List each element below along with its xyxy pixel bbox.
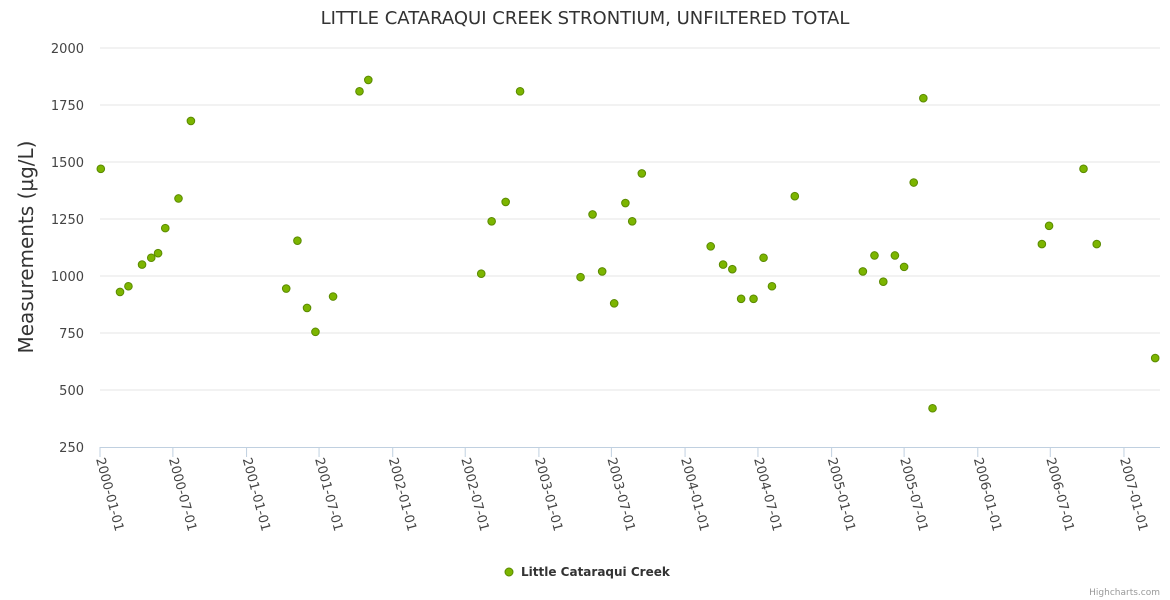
data-point[interactable] (115, 287, 125, 297)
data-point[interactable] (124, 281, 133, 291)
data-point[interactable] (588, 210, 597, 219)
y-tick-label: 1000 (51, 270, 84, 285)
data-point[interactable] (767, 281, 777, 291)
data-point[interactable] (637, 169, 647, 178)
data-point[interactable] (153, 248, 163, 258)
data-point[interactable] (1150, 353, 1160, 363)
data-point[interactable] (515, 87, 525, 96)
x-tick-label: 2004-01-01 (677, 456, 711, 533)
data-point[interactable] (302, 303, 312, 313)
data-point[interactable] (576, 272, 585, 282)
data-point[interactable] (355, 87, 364, 96)
x-tick-label: 2007-01-01 (1116, 456, 1150, 533)
data-point[interactable] (728, 264, 737, 274)
x-tick-label: 2006-07-01 (1042, 456, 1076, 533)
data-point[interactable] (928, 403, 937, 413)
data-point[interactable] (1092, 239, 1102, 249)
data-point[interactable] (1037, 239, 1047, 249)
x-tick-label: 2000-07-01 (165, 456, 199, 533)
x-tick-label: 2002-07-01 (457, 456, 491, 533)
y-tick-label: 1750 (51, 99, 84, 114)
legend-label[interactable]: Little Cataraqui Creek (521, 565, 671, 579)
data-point[interactable] (1079, 164, 1088, 174)
legend[interactable]: Little Cataraqui Creek (504, 565, 671, 579)
data-point[interactable] (487, 216, 496, 226)
data-point[interactable] (858, 267, 868, 276)
data-point[interactable] (909, 178, 919, 187)
x-tick-label: 2003-07-01 (604, 456, 638, 533)
data-point[interactable] (174, 194, 183, 203)
data-point[interactable] (328, 292, 338, 301)
data-point[interactable] (476, 269, 486, 279)
grid-lines (100, 47, 1160, 391)
x-tick-label: 2001-07-01 (311, 456, 345, 533)
data-point[interactable] (597, 267, 607, 276)
data-points[interactable] (96, 75, 1160, 413)
credits-link[interactable]: Highcharts.com (1089, 588, 1160, 598)
data-point[interactable] (878, 277, 888, 287)
data-point[interactable] (919, 93, 928, 103)
data-point[interactable] (718, 260, 728, 269)
legend-marker (504, 567, 514, 577)
y-axis-label: Measurements (µg/L) (14, 141, 38, 354)
data-point[interactable] (609, 299, 619, 308)
chart-title: LITTLE CATARAQUI CREEK STRONTIUM, UNFILT… (321, 8, 850, 29)
data-point[interactable] (749, 294, 758, 304)
x-tick-label: 2003-01-01 (531, 456, 565, 533)
y-tick-label: 2000 (51, 42, 84, 57)
x-axis-ticks: 2000-01-01 2000-07-01 2001-01-01 2001-07-01… (92, 447, 1150, 533)
data-point[interactable] (706, 242, 715, 251)
x-tick-label: 2006-01-01 (970, 456, 1004, 533)
data-point[interactable] (870, 251, 879, 260)
y-axis-ticks: 250 500 750 1000 1250 1500 1750 2000 (51, 42, 84, 456)
x-tick-label: 2005-07-01 (896, 456, 930, 533)
y-tick-label: 500 (59, 384, 84, 399)
data-point[interactable] (160, 223, 170, 233)
data-point[interactable] (890, 251, 900, 260)
data-point[interactable] (736, 294, 746, 304)
data-point[interactable] (627, 216, 637, 226)
y-tick-label: 250 (59, 441, 84, 456)
data-point[interactable] (311, 327, 320, 337)
data-point[interactable] (899, 262, 909, 272)
data-point[interactable] (364, 75, 373, 85)
x-tick-label: 2000-01-01 (92, 456, 126, 533)
data-point[interactable] (96, 164, 106, 174)
y-tick-label: 1250 (51, 213, 84, 228)
data-point[interactable] (790, 191, 800, 201)
data-point[interactable] (759, 253, 768, 263)
data-point[interactable] (621, 198, 630, 208)
x-tick-label: 2005-01-01 (824, 456, 858, 533)
data-point[interactable] (146, 253, 156, 263)
x-tick-label: 2004-07-01 (750, 456, 784, 533)
data-point[interactable] (293, 236, 302, 245)
data-point[interactable] (1044, 221, 1054, 231)
y-tick-label: 1500 (51, 156, 84, 171)
data-point[interactable] (137, 260, 147, 269)
x-tick-label: 2002-01-01 (385, 456, 419, 533)
y-tick-label: 750 (59, 327, 84, 342)
data-point[interactable] (186, 116, 196, 126)
x-tick-label: 2001-01-01 (239, 456, 273, 533)
data-point[interactable] (501, 197, 510, 207)
data-point[interactable] (281, 284, 291, 293)
